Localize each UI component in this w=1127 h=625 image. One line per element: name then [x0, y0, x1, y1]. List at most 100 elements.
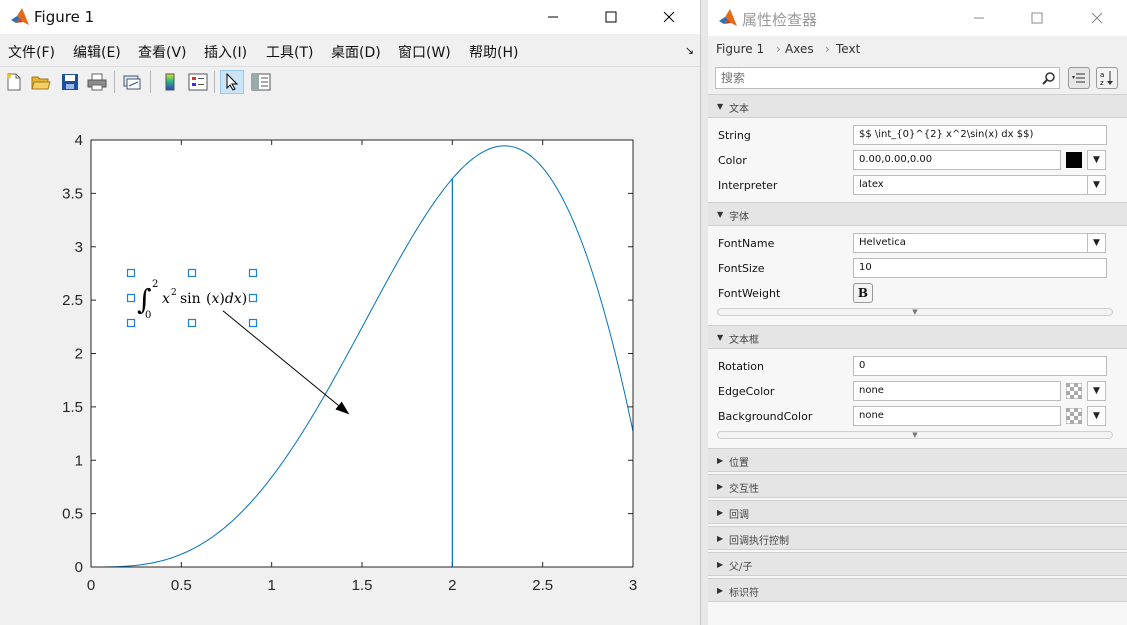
- section-identifier-header[interactable]: ▶ 标识符: [708, 578, 1127, 602]
- section-callback-header[interactable]: ▶ 回调: [708, 500, 1127, 524]
- menu-desktop[interactable]: 桌面(D): [331, 45, 381, 61]
- edit-plot-icon: [226, 73, 239, 91]
- edit-plot-button[interactable]: [220, 70, 244, 94]
- property-inspector-button[interactable]: [249, 70, 273, 94]
- expanded-triangle-icon: ▼: [717, 210, 724, 219]
- close-button[interactable]: [646, 0, 692, 34]
- fontname-dropdown-button[interactable]: ▼: [1087, 233, 1106, 253]
- maximize-button[interactable]: [1014, 0, 1060, 36]
- menu-view[interactable]: 查看(V): [138, 45, 187, 61]
- annotation-text[interactable]: ∫ 2 0 x 2 sin (x)dx): [137, 279, 247, 321]
- section-font-expander[interactable]: ▼: [717, 308, 1113, 316]
- color-field[interactable]: 0.00,0.00,0.00: [853, 150, 1061, 170]
- series-line[interactable]: [91, 145, 634, 568]
- expanded-triangle-icon: ▼: [717, 333, 724, 342]
- fontname-select[interactable]: Helvetica: [853, 233, 1088, 253]
- breadcrumb-figure[interactable]: Figure 1: [716, 42, 765, 56]
- collapsed-triangle-icon: ▶: [717, 482, 724, 491]
- selection-handle[interactable]: [248, 318, 258, 328]
- section-interactivity-header[interactable]: ▶ 交互性: [708, 474, 1127, 498]
- maximize-button[interactable]: [588, 0, 634, 34]
- rotation-field[interactable]: 0: [853, 356, 1107, 376]
- integrand-sin: sin: [180, 291, 201, 307]
- fontsize-field[interactable]: 10: [853, 258, 1107, 278]
- section-parent-child-header[interactable]: ▶ 父/子: [708, 552, 1127, 576]
- axes-background[interactable]: [91, 140, 633, 567]
- selection-handle[interactable]: [248, 293, 258, 303]
- print-button[interactable]: [85, 70, 109, 94]
- menu-file[interactable]: 文件(F): [8, 45, 55, 61]
- selection-handle[interactable]: [248, 268, 258, 278]
- y-tick-label: 1: [75, 452, 83, 469]
- matlab-logo-icon: [719, 9, 737, 26]
- breadcrumb-text[interactable]: Text: [836, 42, 861, 56]
- section-textbox-header[interactable]: ▼ 文本框: [708, 325, 1127, 349]
- dock-arrow-icon[interactable]: ↘: [684, 44, 694, 57]
- section-font-header[interactable]: ▼ 字体: [708, 202, 1127, 226]
- menu-insert[interactable]: 插入(I): [204, 45, 248, 61]
- print-icon: [87, 73, 107, 91]
- window-splitter[interactable]: [700, 0, 708, 625]
- breadcrumb: Figure 1 › Axes › Text: [708, 36, 1127, 62]
- transparent-swatch-icon[interactable]: [1066, 408, 1082, 424]
- group-view-button[interactable]: [1068, 67, 1090, 89]
- legend-button[interactable]: [186, 70, 210, 94]
- chevron-down-icon: ▼: [1093, 238, 1100, 248]
- property-inspector-window: 属性检查器 Figure 1 › Axes › Text az ▼ 文本 Str…: [708, 0, 1127, 625]
- x-tick-label: 1: [267, 577, 275, 594]
- selection-handle[interactable]: [126, 293, 136, 303]
- search-input[interactable]: [715, 67, 1060, 89]
- edgecolor-dropdown-button[interactable]: ▼: [1087, 381, 1106, 401]
- string-field[interactable]: $$ \int_{0}^{2} x^2\sin(x) dx $$): [853, 125, 1107, 145]
- y-tick-label: 4: [75, 132, 83, 149]
- minimize-button[interactable]: [530, 0, 576, 34]
- section-callback-exec-header[interactable]: ▶ 回调执行控制: [708, 526, 1127, 550]
- selection-handle[interactable]: [187, 268, 197, 278]
- minimize-button[interactable]: [956, 0, 1002, 36]
- x-tick-label: 1.5: [352, 577, 373, 594]
- section-text-header[interactable]: ▼ 文本: [708, 94, 1127, 118]
- edgecolor-field[interactable]: none: [853, 381, 1061, 401]
- figure-toolbar: [0, 66, 700, 96]
- rotation-label: Rotation: [718, 360, 765, 373]
- breadcrumb-axes[interactable]: Axes: [785, 42, 814, 56]
- backgroundcolor-dropdown-button[interactable]: ▼: [1087, 406, 1106, 426]
- transparent-swatch-icon[interactable]: [1066, 383, 1082, 399]
- save-button[interactable]: [58, 70, 82, 94]
- menu-edit[interactable]: 编辑(E): [73, 45, 121, 61]
- new-figure-button[interactable]: [2, 70, 26, 94]
- chevron-down-icon: ▼: [1093, 155, 1100, 165]
- menu-help[interactable]: 帮助(H): [469, 45, 519, 61]
- backgroundcolor-field[interactable]: none: [853, 406, 1061, 426]
- selection-handle[interactable]: [187, 318, 197, 328]
- link-plot-button[interactable]: [120, 70, 144, 94]
- matlab-logo-icon: [10, 7, 30, 27]
- toolbar-separator: [214, 71, 215, 93]
- collapsed-triangle-icon: ▶: [717, 586, 724, 595]
- annotation-arrow[interactable]: [222, 310, 350, 415]
- axes-box: [90, 139, 634, 568]
- menu-tools[interactable]: 工具(T): [266, 45, 314, 61]
- color-dropdown-button[interactable]: ▼: [1087, 150, 1106, 170]
- section-textbox-expander[interactable]: ▼: [717, 431, 1113, 439]
- close-button[interactable]: [1074, 0, 1120, 36]
- selection-handle[interactable]: [126, 318, 136, 328]
- edgecolor-label: EdgeColor: [718, 385, 775, 398]
- fontweight-bold-toggle[interactable]: B: [853, 283, 873, 303]
- maximize-icon: [605, 11, 617, 23]
- menu-window[interactable]: 窗口(W): [398, 45, 451, 61]
- interpreter-label: Interpreter: [718, 179, 778, 192]
- integrand-exponent: 2: [171, 288, 177, 298]
- search-icon[interactable]: [1042, 71, 1056, 85]
- selection-handles[interactable]: [126, 268, 258, 328]
- expanded-triangle-icon: ▼: [717, 102, 724, 111]
- section-position-header[interactable]: ▶ 位置: [708, 448, 1127, 472]
- interpreter-dropdown-button[interactable]: ▼: [1087, 175, 1106, 195]
- open-file-button[interactable]: [29, 70, 53, 94]
- color-swatch[interactable]: [1066, 152, 1082, 168]
- selection-handle[interactable]: [126, 268, 136, 278]
- interpreter-select[interactable]: latex: [853, 175, 1088, 195]
- chevron-down-icon: ▼: [1093, 180, 1100, 190]
- colorbar-button[interactable]: [158, 70, 182, 94]
